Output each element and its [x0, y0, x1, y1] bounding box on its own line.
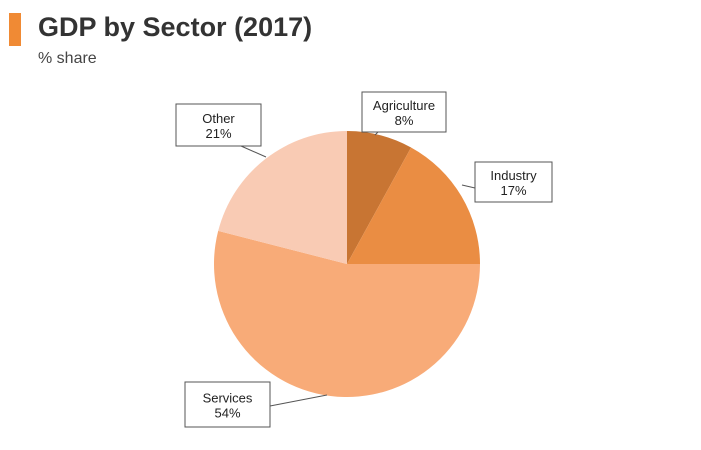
slice-label: Agriculture [373, 98, 435, 113]
callout-box [184, 381, 271, 428]
slice-value-label: 8% [395, 113, 414, 128]
chart-subtitle: % share [38, 50, 97, 67]
title-accent-bar [9, 13, 21, 46]
callout-box [474, 161, 553, 203]
slice-value-label: 21% [205, 126, 231, 141]
pie-slice-industry [347, 147, 480, 264]
pie-slice-services [214, 230, 480, 397]
pie-slice-other [218, 131, 347, 264]
slice-label: Services [203, 391, 253, 406]
chart-title: GDP by Sector (2017) [38, 12, 313, 42]
pie-slice-agriculture [347, 131, 412, 264]
slice-value-label: 54% [214, 406, 240, 421]
slice-value-label: 17% [500, 183, 526, 198]
callout-leader-line [269, 394, 328, 407]
slice-label: Other [202, 111, 235, 126]
callout-leader-line [240, 145, 267, 158]
slice-label: Industry [490, 168, 537, 183]
callout-box [175, 103, 262, 147]
callout-box [361, 91, 447, 133]
callout-leader-line [461, 184, 476, 189]
